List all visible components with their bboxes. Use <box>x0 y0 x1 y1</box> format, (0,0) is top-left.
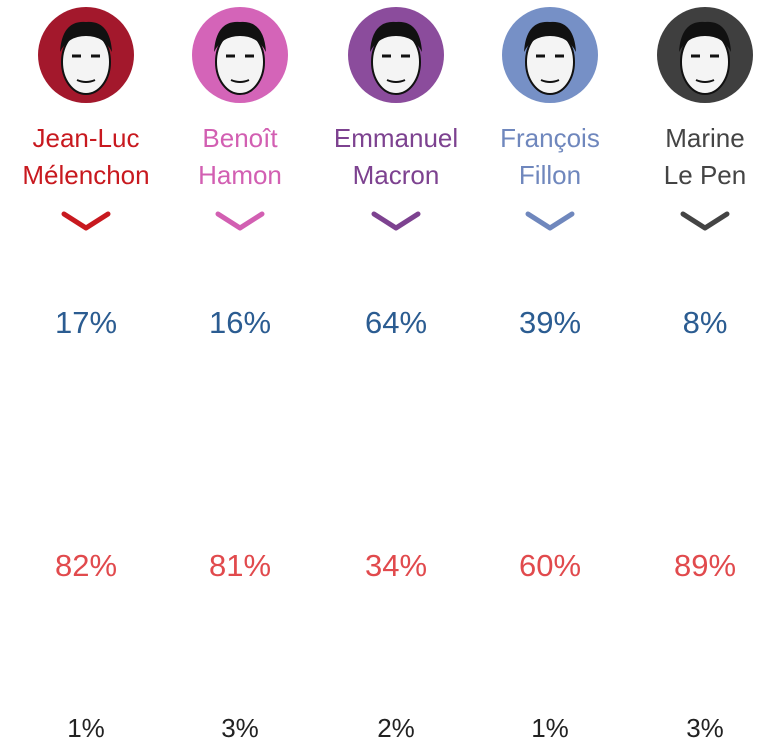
hair <box>60 21 112 52</box>
avatar <box>348 7 444 103</box>
percentage: 82% <box>55 548 117 583</box>
percentage: 3% <box>221 713 259 743</box>
percentage: 1% <box>67 713 105 743</box>
percentage: 17% <box>55 305 117 340</box>
percentage: 89% <box>674 548 736 583</box>
candidate-name: Marine <box>665 123 744 153</box>
chevron <box>61 211 111 231</box>
percentage: 81% <box>209 548 271 583</box>
candidate-name: Emmanuel <box>334 123 458 153</box>
avatar <box>192 7 288 103</box>
candidate-name: François <box>500 123 600 153</box>
chevron <box>525 211 575 231</box>
percentage: 2% <box>377 713 415 743</box>
candidate-name: Le Pen <box>664 160 746 190</box>
hair <box>524 21 576 52</box>
percentage: 34% <box>365 548 427 583</box>
hair <box>679 21 731 52</box>
mouth <box>230 79 250 83</box>
mouth <box>540 79 560 83</box>
avatar <box>657 7 753 103</box>
mouth <box>76 79 96 83</box>
hair <box>214 21 266 52</box>
percentage: 64% <box>365 305 427 340</box>
avatar <box>502 7 598 103</box>
candidate-name: Hamon <box>198 160 282 190</box>
percentage: 1% <box>531 713 569 743</box>
candidate-name: Fillon <box>519 160 581 190</box>
percentage: 3% <box>686 713 724 743</box>
candidate-name: Jean-Luc <box>33 123 140 153</box>
avatar <box>38 7 134 103</box>
percentage: 8% <box>683 305 728 340</box>
percentage: 60% <box>519 548 581 583</box>
candidate-name: Benoît <box>202 123 278 153</box>
chevron <box>680 211 730 231</box>
percentage: 16% <box>209 305 271 340</box>
mouth <box>695 79 715 83</box>
mouth <box>386 79 406 83</box>
chevron <box>215 211 265 231</box>
hair <box>370 21 422 52</box>
candidate-name: Mélenchon <box>22 160 149 190</box>
candidate-name: Macron <box>353 160 440 190</box>
chevron <box>371 211 421 231</box>
percentage: 39% <box>519 305 581 340</box>
